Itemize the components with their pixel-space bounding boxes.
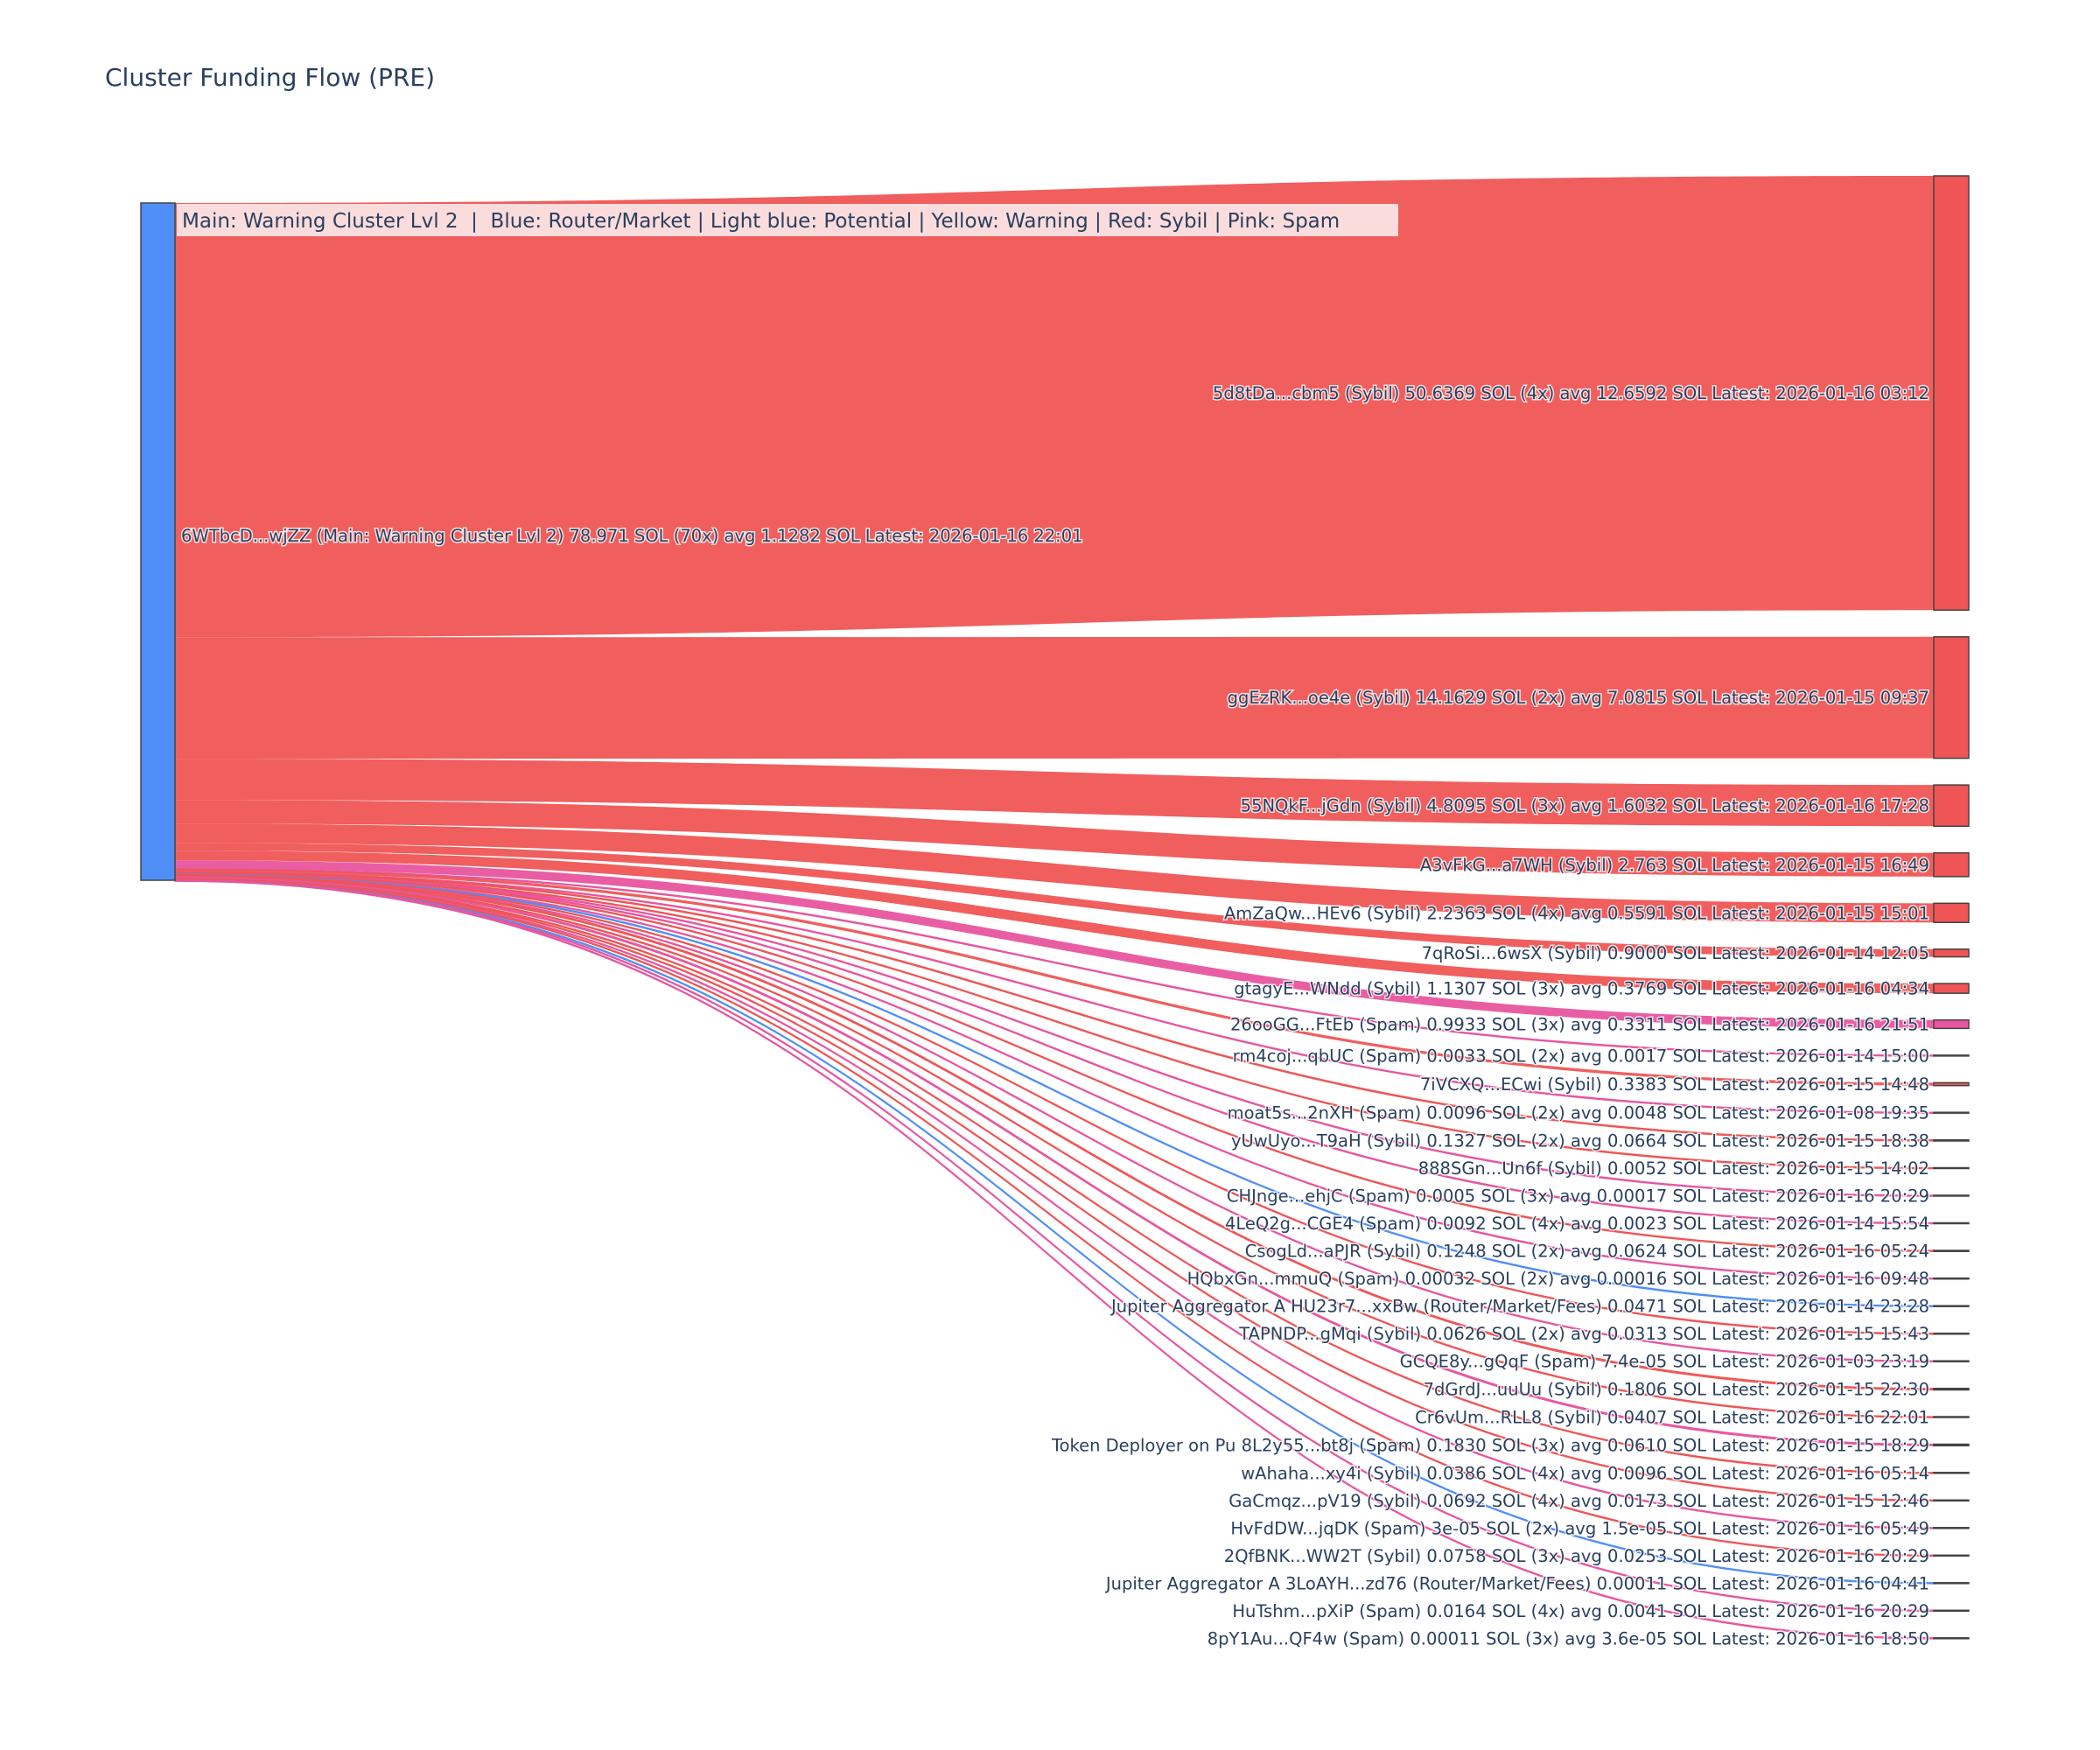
target-node-24[interactable] bbox=[1933, 1472, 1970, 1474]
sankey-link-4[interactable] bbox=[175, 800, 1934, 877]
target-node-4[interactable] bbox=[1933, 851, 1970, 878]
sankey-link-5[interactable] bbox=[175, 823, 1934, 923]
target-node-25[interactable] bbox=[1933, 1499, 1970, 1502]
target-node-27[interactable] bbox=[1933, 1554, 1970, 1558]
target-node-label: 888SGn...Un6f (Sybil) 0.0052 SOL Latest:… bbox=[1418, 1158, 1929, 1179]
nodes-layer bbox=[140, 175, 1970, 1640]
target-node-22[interactable] bbox=[1933, 1416, 1970, 1418]
target-node-20[interactable] bbox=[1933, 1360, 1970, 1362]
target-node-3[interactable] bbox=[1933, 784, 1970, 827]
target-node-label: CsogLd...aPJR (Sybil) 0.1248 SOL (2x) av… bbox=[1245, 1242, 1929, 1262]
target-node-label: GaCmqz...pV19 (Sybil) 0.0692 SOL (4x) av… bbox=[1228, 1491, 1929, 1511]
target-node-label: Jupiter Aggregator A HU23r7...xxBw (Rout… bbox=[1110, 1297, 1929, 1317]
sankey-link-1[interactable] bbox=[175, 176, 1934, 638]
target-node-7[interactable] bbox=[1933, 983, 1970, 994]
target-node-label: 8pY1Au...QF4w (Spam) 0.00011 SOL (3x) av… bbox=[1208, 1628, 1929, 1648]
sankey-link-2[interactable] bbox=[175, 636, 1934, 760]
target-node-label: yUwUyo...T9aH (Sybil) 0.1327 SOL (2x) av… bbox=[1231, 1130, 1929, 1151]
target-node-label: Cr6vUm...RLL8 (Sybil) 0.0407 SOL Latest:… bbox=[1415, 1407, 1929, 1427]
target-node-2[interactable] bbox=[1933, 636, 1970, 760]
target-node-8[interactable] bbox=[1933, 1018, 1970, 1030]
target-node-16[interactable] bbox=[1933, 1250, 1970, 1252]
target-node-label: 5d8tDa...cbm5 (Sybil) 50.6369 SOL (4x) a… bbox=[1213, 383, 1929, 403]
target-node-12[interactable] bbox=[1933, 1138, 1970, 1142]
target-node-label: moat5s...2nXH (Spam) 0.0096 SOL (2x) avg… bbox=[1228, 1103, 1929, 1124]
target-node-label: wAhaha...xy4i (Sybil) 0.0386 SOL (4x) av… bbox=[1241, 1463, 1929, 1483]
target-node-label: 7dGrdJ...uuUu (Sybil) 0.1806 SOL Latest:… bbox=[1424, 1380, 1929, 1400]
links-layer bbox=[174, 176, 1935, 1640]
chart-title: Cluster Funding Flow (PRE) bbox=[105, 63, 436, 92]
target-node-14[interactable] bbox=[1933, 1194, 1970, 1197]
target-node-label: HvFdDW...jqDK (Spam) 3e-05 SOL (2x) avg … bbox=[1230, 1518, 1929, 1538]
target-node-21[interactable] bbox=[1933, 1387, 1970, 1391]
sankey-link-3[interactable] bbox=[175, 759, 1934, 827]
legend-annotation-text: Main: Warning Cluster Lvl 2 | Blue: Rout… bbox=[182, 210, 1340, 233]
target-node-13[interactable] bbox=[1933, 1166, 1970, 1170]
sankey-link-8[interactable] bbox=[175, 860, 1934, 1029]
target-node-label: 2QfBNK...WW2T (Sybil) 0.0758 SOL (3x) av… bbox=[1224, 1546, 1929, 1566]
target-node-28[interactable] bbox=[1933, 1582, 1970, 1585]
sankey-link-7[interactable] bbox=[175, 850, 1934, 994]
target-node-label: 7qRoSi...6wsX (Sybil) 0.9000 SOL Latest:… bbox=[1422, 943, 1929, 963]
source-node[interactable] bbox=[140, 202, 176, 881]
target-node-label: ggEzRK...oe4e (Sybil) 14.1629 SOL (2x) a… bbox=[1228, 688, 1929, 708]
target-node-label: AmZaQw...HEv6 (Sybil) 2.2363 SOL (4x) av… bbox=[1224, 903, 1929, 923]
target-node-label: TAPNDP...gMqi (Sybil) 0.0626 SOL (2x) av… bbox=[1238, 1324, 1929, 1344]
target-node-1[interactable] bbox=[1933, 175, 1970, 612]
target-node-label: A3vFkG...a7WH (Sybil) 2.763 SOL Latest: … bbox=[1420, 855, 1929, 875]
legend-annotation: Main: Warning Cluster Lvl 2 | Blue: Rout… bbox=[177, 204, 1398, 236]
target-node-label: 55NQkF...jGdn (Sybil) 4.8095 SOL (3x) av… bbox=[1241, 796, 1929, 816]
sankey-link-10[interactable] bbox=[175, 868, 1934, 1086]
sankey-link-6[interactable] bbox=[175, 843, 1934, 957]
target-node-26[interactable] bbox=[1933, 1527, 1970, 1530]
target-node-label: 4LeQ2g...CGE4 (Spam) 0.0092 SOL (4x) avg… bbox=[1225, 1214, 1929, 1234]
target-node-23[interactable] bbox=[1933, 1443, 1970, 1447]
target-node-label: Token Deployer on Pu 8L2y55...bt8j (Spam… bbox=[1051, 1435, 1929, 1455]
target-node-5[interactable] bbox=[1933, 902, 1970, 923]
target-node-10[interactable] bbox=[1933, 1082, 1970, 1087]
target-node-label: 26ooGG...FtEb (Spam) 0.9933 SOL (3x) avg… bbox=[1230, 1015, 1929, 1035]
target-node-label: rm4coj...qbUC (Spam) 0.0033 SOL (2x) avg… bbox=[1233, 1046, 1929, 1066]
target-node-label: GCQE8y...gQqF (Spam) 7.4e-05 SOL Latest:… bbox=[1400, 1352, 1929, 1372]
labels-layer: 5d8tDa...cbm5 (Sybil) 50.6369 SOL (4x) a… bbox=[180, 382, 1931, 1650]
target-node-label: 7iVCXQ...ECwi (Sybil) 0.3383 SOL Latest:… bbox=[1420, 1074, 1929, 1095]
target-node-29[interactable] bbox=[1933, 1609, 1970, 1613]
target-node-9[interactable] bbox=[1933, 1054, 1970, 1057]
target-node-6[interactable] bbox=[1933, 948, 1970, 958]
target-node-label: HuTshm...pXiP (Spam) 0.0164 SOL (4x) avg… bbox=[1232, 1601, 1929, 1621]
target-node-label: CHJnge...ehjC (Spam) 0.0005 SOL (3x) avg… bbox=[1227, 1186, 1929, 1206]
target-node-15[interactable] bbox=[1933, 1222, 1970, 1225]
target-node-11[interactable] bbox=[1933, 1111, 1970, 1114]
target-node-label: HQbxGn...mmuQ (Spam) 0.00032 SOL (2x) av… bbox=[1187, 1269, 1929, 1289]
source-node-label: 6WTbcD...wjZZ (Main: Warning Cluster Lvl… bbox=[181, 526, 1083, 546]
target-node-label: Jupiter Aggregator A 3LoAYH...zd76 (Rout… bbox=[1104, 1573, 1929, 1593]
legend-annotation-bg bbox=[177, 204, 1398, 236]
target-node-17[interactable] bbox=[1933, 1277, 1970, 1280]
target-node-label: gtagyE...WNdd (Sybil) 1.1307 SOL (3x) av… bbox=[1234, 979, 1929, 999]
target-node-30[interactable] bbox=[1933, 1637, 1970, 1640]
